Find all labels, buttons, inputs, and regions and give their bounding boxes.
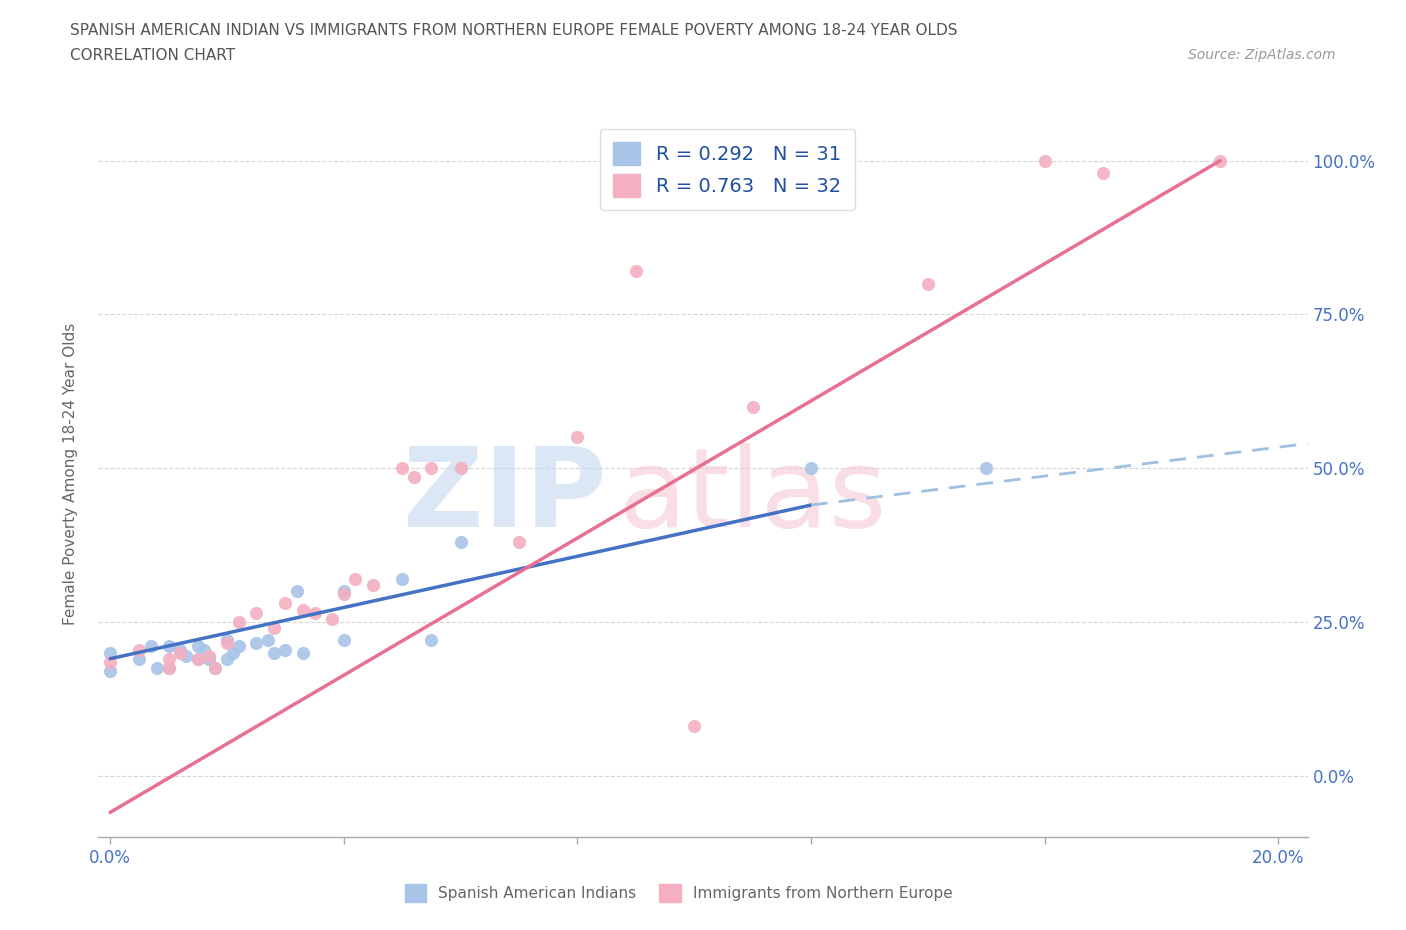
Point <box>128 642 150 657</box>
Point <box>98 655 121 670</box>
Point <box>624 264 647 279</box>
Text: ZIP: ZIP <box>404 443 606 550</box>
Point <box>187 639 209 654</box>
Point <box>157 651 180 666</box>
Point <box>361 578 384 592</box>
Point <box>157 660 180 675</box>
Point <box>157 639 180 654</box>
Point <box>917 276 939 291</box>
Point <box>263 620 285 635</box>
Point <box>420 632 443 647</box>
Point <box>332 632 354 647</box>
Point <box>98 645 121 660</box>
Point <box>139 639 162 654</box>
Point <box>193 642 215 657</box>
Point <box>263 645 285 660</box>
Point <box>222 645 245 660</box>
Text: CORRELATION CHART: CORRELATION CHART <box>70 48 235 63</box>
Point <box>391 460 413 475</box>
Point <box>274 642 297 657</box>
Point <box>169 642 191 657</box>
Point <box>169 645 191 660</box>
Point <box>187 651 209 666</box>
Point <box>157 660 180 675</box>
Point <box>187 651 209 666</box>
Text: SPANISH AMERICAN INDIAN VS IMMIGRANTS FROM NORTHERN EUROPE FEMALE POVERTY AMONG : SPANISH AMERICAN INDIAN VS IMMIGRANTS FR… <box>70 23 957 38</box>
Point <box>204 660 226 675</box>
Point <box>215 632 238 647</box>
Point <box>98 664 121 679</box>
Point <box>198 648 221 663</box>
Point <box>1209 153 1232 168</box>
Legend: Spanish American Indians, Immigrants from Northern Europe: Spanish American Indians, Immigrants fro… <box>396 876 960 910</box>
Point <box>146 660 169 675</box>
Point <box>450 460 472 475</box>
Point <box>321 611 343 626</box>
Point <box>402 470 425 485</box>
Point <box>391 571 413 586</box>
Point <box>274 596 297 611</box>
Y-axis label: Female Poverty Among 18-24 Year Olds: Female Poverty Among 18-24 Year Olds <box>63 324 77 626</box>
Point <box>228 639 250 654</box>
Point <box>450 535 472 550</box>
Point <box>291 645 314 660</box>
Point <box>304 605 326 620</box>
Point <box>204 660 226 675</box>
Point <box>332 587 354 602</box>
Point <box>1033 153 1056 168</box>
Point <box>683 719 706 734</box>
Point <box>128 651 150 666</box>
Point <box>332 584 354 599</box>
Point <box>198 651 221 666</box>
Point <box>800 460 823 475</box>
Point <box>567 430 589 445</box>
Point <box>508 535 530 550</box>
Point <box>974 460 997 475</box>
Point <box>256 632 278 647</box>
Point <box>228 615 250 630</box>
Point <box>1092 166 1115 180</box>
Point <box>285 584 308 599</box>
Point <box>344 571 367 586</box>
Point <box>741 399 763 414</box>
Point <box>420 460 443 475</box>
Text: atlas: atlas <box>619 443 887 550</box>
Point <box>245 605 267 620</box>
Point <box>291 602 314 617</box>
Point <box>174 648 197 663</box>
Point <box>215 651 238 666</box>
Point <box>215 636 238 651</box>
Point <box>245 636 267 651</box>
Text: Source: ZipAtlas.com: Source: ZipAtlas.com <box>1188 48 1336 62</box>
